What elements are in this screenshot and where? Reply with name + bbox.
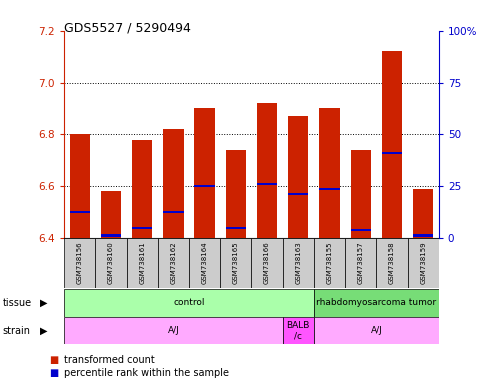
Bar [351, 229, 371, 231]
Text: GSM738161: GSM738161 [139, 242, 145, 285]
Text: ■: ■ [49, 355, 59, 365]
Text: ▶: ▶ [39, 326, 47, 336]
Text: percentile rank within the sample: percentile rank within the sample [64, 368, 229, 378]
Bar [251, 238, 282, 288]
Text: GSM738166: GSM738166 [264, 242, 270, 285]
Bar [408, 238, 439, 288]
Bar [288, 116, 309, 238]
Bar [382, 51, 402, 238]
Bar [194, 185, 215, 187]
Bar [314, 289, 439, 317]
Bar [257, 183, 277, 185]
Text: ▶: ▶ [39, 298, 47, 308]
Bar [70, 211, 90, 213]
Bar [319, 188, 340, 190]
Bar [345, 238, 376, 288]
Bar [220, 238, 251, 288]
Bar [413, 235, 433, 237]
Bar [101, 192, 121, 238]
Text: strain: strain [2, 326, 31, 336]
Bar [288, 193, 309, 195]
Text: GSM738158: GSM738158 [389, 242, 395, 285]
Bar [163, 211, 183, 213]
Bar [226, 227, 246, 229]
Text: GSM738157: GSM738157 [358, 242, 364, 285]
Text: control: control [173, 298, 205, 308]
Bar [194, 109, 215, 238]
Bar [319, 109, 340, 238]
Text: transformed count: transformed count [64, 355, 155, 365]
Bar [163, 129, 183, 238]
Bar [257, 103, 277, 238]
Text: GSM738160: GSM738160 [108, 242, 114, 285]
Bar [127, 238, 158, 288]
Text: BALB
/c: BALB /c [286, 321, 310, 340]
Bar [314, 238, 345, 288]
Bar [64, 238, 95, 288]
Bar [132, 140, 152, 238]
Text: GSM738163: GSM738163 [295, 242, 301, 285]
Bar [226, 150, 246, 238]
Text: GSM738162: GSM738162 [171, 242, 176, 285]
Bar [132, 227, 152, 229]
Bar [382, 152, 402, 154]
Text: ■: ■ [49, 368, 59, 378]
Text: tissue: tissue [2, 298, 32, 308]
Bar [158, 238, 189, 288]
Bar [95, 238, 127, 288]
Bar [376, 238, 408, 288]
Bar [282, 238, 314, 288]
Text: GSM738156: GSM738156 [77, 242, 83, 285]
Bar [314, 317, 439, 344]
Text: GSM738159: GSM738159 [420, 242, 426, 285]
Text: GSM738165: GSM738165 [233, 242, 239, 285]
Bar [282, 317, 314, 344]
Text: GSM738164: GSM738164 [202, 242, 208, 285]
Bar [101, 235, 121, 237]
Bar [189, 238, 220, 288]
Bar [64, 317, 282, 344]
Text: A/J: A/J [168, 326, 179, 335]
Bar [70, 134, 90, 238]
Text: GDS5527 / 5290494: GDS5527 / 5290494 [64, 21, 191, 34]
Text: rhabdomyosarcoma tumor: rhabdomyosarcoma tumor [317, 298, 436, 308]
Bar [351, 150, 371, 238]
Bar [64, 289, 314, 317]
Text: GSM738155: GSM738155 [326, 242, 332, 284]
Text: A/J: A/J [370, 326, 382, 335]
Bar [413, 189, 433, 238]
